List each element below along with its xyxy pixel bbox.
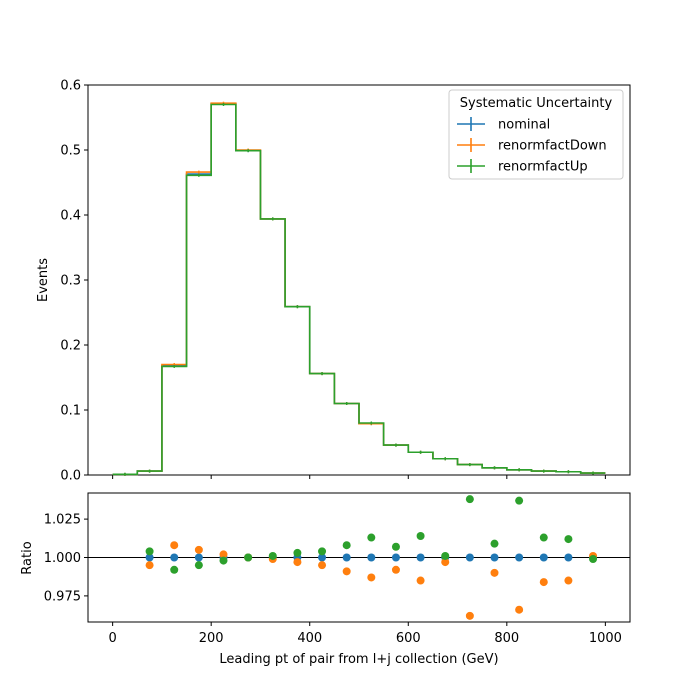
ratio-point xyxy=(170,553,179,562)
main-y-tick-label: 0.4 xyxy=(60,209,81,224)
ratio-point xyxy=(318,561,327,570)
x-tick-label: 600 xyxy=(396,631,421,646)
ratio-point xyxy=(416,576,425,585)
ratio-point xyxy=(589,555,598,564)
ratio-point xyxy=(318,553,327,562)
ratio-point xyxy=(416,532,425,540)
legend-entries: nominal renormfactDown renormfactUp xyxy=(457,117,607,175)
ratio-y-axis: 0.975 1.000 1.025 xyxy=(44,513,88,604)
ratio-point xyxy=(367,573,376,582)
ratio-y-tick-label: 1.000 xyxy=(44,551,81,566)
ratio-point xyxy=(194,545,203,554)
ratio-point xyxy=(293,558,302,567)
main-y-axis: 0.0 0.1 0.2 0.3 0.4 0.5 0.6 xyxy=(60,79,88,484)
ratio-point xyxy=(441,558,450,567)
ratio-point xyxy=(318,547,327,556)
ratio-point xyxy=(145,547,154,556)
ratio-point xyxy=(564,535,573,544)
ratio-point xyxy=(194,561,203,570)
ratio-point xyxy=(391,565,400,574)
ratio-point xyxy=(564,553,573,562)
legend: Systematic Uncertainty nominal renormfact… xyxy=(448,89,624,180)
ratio-point xyxy=(170,541,179,550)
ratio-point xyxy=(539,533,548,542)
ratio-point xyxy=(367,533,376,542)
ratio-point xyxy=(416,553,425,562)
ratio-points xyxy=(145,495,598,620)
ratio-point xyxy=(145,561,154,570)
ratio-point xyxy=(219,550,228,559)
ratio-point xyxy=(244,553,253,562)
ratio-point xyxy=(367,553,376,562)
ratio-point xyxy=(342,567,351,576)
legend-frame xyxy=(448,89,624,180)
main-y-tick-label: 0.0 xyxy=(60,469,81,484)
x-tick-label: 800 xyxy=(494,631,519,646)
ratio-y-tick-label: 1.025 xyxy=(44,513,81,528)
legend-title: Systematic Uncertainty xyxy=(460,96,613,111)
x-tick-label: 1000 xyxy=(589,631,622,646)
main-y-tick-label: 0.5 xyxy=(60,144,81,159)
ratio-plot: 0.975 1.000 1.025 0 200 400 600 800 1000 Ratio xyxy=(20,492,631,646)
ratio-point xyxy=(342,553,351,562)
ratio-point xyxy=(391,542,400,551)
main-y-tick-label: 0.1 xyxy=(60,404,81,419)
ratio-point xyxy=(515,496,524,505)
ratio-point xyxy=(441,551,450,560)
ratio-point xyxy=(465,553,474,562)
x-tick-label: 0 xyxy=(108,631,116,646)
x-tick-label: 200 xyxy=(199,631,224,646)
ratio-point xyxy=(490,568,499,577)
ratio-point xyxy=(268,551,277,560)
ratio-point xyxy=(515,553,524,562)
ratio-x-axis: 0 200 400 600 800 1000 xyxy=(108,622,622,646)
ratio-point xyxy=(342,541,351,550)
ratio-point xyxy=(293,548,302,557)
ratio-point xyxy=(465,611,474,620)
main-step-lines xyxy=(112,101,606,476)
main-y-axis-label: Events xyxy=(36,258,51,302)
ratio-point xyxy=(391,553,400,562)
legend-label-nominal: nominal xyxy=(498,118,550,133)
x-axis-label: Leading pt of pair from l+j collection (… xyxy=(219,652,498,667)
ratio-point xyxy=(490,553,499,562)
ratio-point xyxy=(194,553,203,562)
main-x-ticks xyxy=(112,475,606,479)
ratio-point xyxy=(564,576,573,585)
ratio-point xyxy=(490,539,499,548)
ratio-point xyxy=(170,565,179,574)
ratio-point xyxy=(219,556,228,565)
ratio-point xyxy=(145,553,154,562)
legend-label-renormfactUp: renormfactUp xyxy=(498,160,588,175)
error-bars-renormfactUp xyxy=(124,103,594,476)
ratio-point xyxy=(465,495,474,504)
ratio-point xyxy=(515,605,524,614)
x-tick-label: 400 xyxy=(297,631,322,646)
main-y-tick-label: 0.2 xyxy=(60,339,81,354)
ratio-point xyxy=(539,553,548,562)
ratio-y-tick-label: 0.975 xyxy=(44,589,81,604)
main-y-tick-label: 0.6 xyxy=(60,79,81,94)
main-y-tick-label: 0.3 xyxy=(60,274,81,289)
legend-label-renormfactDown: renormfactDown xyxy=(498,139,607,154)
ratio-y-axis-label: Ratio xyxy=(20,541,35,574)
ratio-point xyxy=(539,578,548,587)
ratio-series-renormfactUp xyxy=(145,495,598,574)
